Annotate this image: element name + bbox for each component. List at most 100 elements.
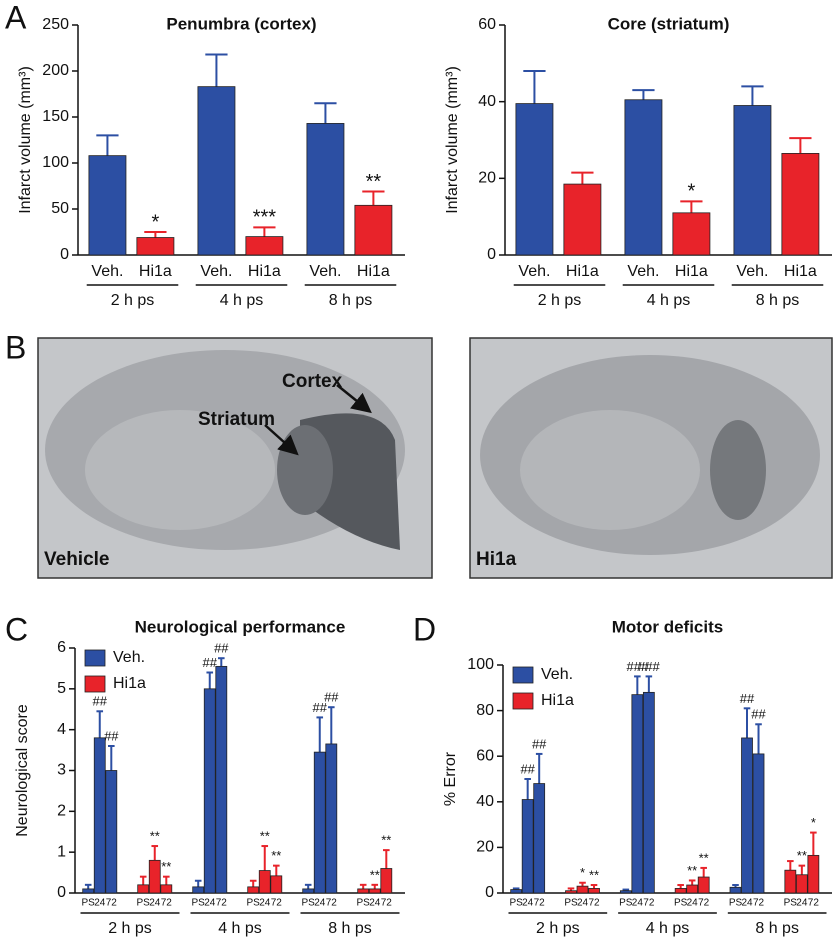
bar [306, 123, 345, 256]
significance: ** [699, 850, 709, 865]
group-label: 4 h ps [218, 920, 262, 937]
bar [515, 103, 554, 256]
y-tick-label: 4 [57, 721, 66, 738]
bar [88, 155, 127, 256]
x-tick-label: Hi1a [784, 263, 817, 280]
x-tick-label: 72 [534, 898, 546, 909]
bar [197, 86, 236, 256]
bar [588, 888, 600, 894]
x-tick-label: 24 [149, 898, 161, 909]
x-tick-label: Veh. [200, 263, 232, 280]
y-tick-label: 2 [57, 803, 66, 820]
bar [148, 859, 161, 894]
x-tick-label: 72 [271, 898, 283, 909]
x-tick-label: 72 [381, 898, 393, 909]
bar [302, 888, 315, 894]
y-tick-label: 250 [42, 16, 69, 33]
bar [380, 868, 393, 894]
x-tick-label: 72 [698, 898, 710, 909]
significance: * [811, 815, 816, 830]
x-tick-label: PS [302, 898, 316, 909]
panel-letter: B [5, 329, 26, 365]
micrograph-vehicle: Cortex Striatum Vehicle [37, 337, 433, 579]
bar [624, 99, 663, 256]
x-tick-label: 72 [161, 898, 173, 909]
x-tick-label: 24 [314, 898, 326, 909]
x-tick-label: 24 [632, 898, 644, 909]
bar [521, 799, 534, 894]
group-label: 2 h ps [536, 920, 580, 937]
group-label: 2 h ps [111, 292, 155, 309]
y-tick-label: 100 [42, 154, 69, 171]
x-tick-label: Veh. [91, 263, 123, 280]
y-tick-label: 60 [478, 16, 496, 33]
x-tick-label: Hi1a [566, 263, 599, 280]
significance: ### [626, 659, 648, 674]
bar [136, 237, 175, 256]
x-tick-label: Veh. [309, 263, 341, 280]
x-tick-label: PS [784, 898, 798, 909]
y-tick-label: 0 [487, 246, 496, 263]
significance: ** [271, 848, 281, 863]
x-tick-label: PS [247, 898, 261, 909]
bar [137, 884, 150, 894]
x-tick-label: 24 [204, 898, 216, 909]
bar [674, 888, 687, 894]
significance: ** [161, 859, 171, 874]
x-tick-label: Hi1a [139, 263, 172, 280]
x-tick-label: PS [674, 898, 688, 909]
significance: ** [687, 863, 697, 878]
bar [697, 876, 710, 894]
significance: ** [589, 867, 599, 882]
y-axis-label: % Error [442, 751, 459, 806]
y-tick-label: 40 [478, 93, 496, 110]
micrograph-hi1a: Hi1a [469, 337, 833, 579]
significance: ### [638, 659, 660, 674]
annotation: Striatum [198, 409, 275, 430]
chart-title: Motor deficits [612, 617, 723, 636]
x-tick-label: 24 [796, 898, 808, 909]
significance: ## [104, 728, 119, 743]
y-tick-label: 60 [476, 747, 494, 764]
significance: ## [520, 761, 535, 776]
x-tick-label: PS [137, 898, 151, 909]
bar [631, 694, 644, 894]
y-tick-label: 5 [57, 680, 66, 697]
bar [784, 869, 797, 894]
chart-title: Core (striatum) [608, 14, 730, 33]
bar [576, 885, 589, 894]
group-label: 2 h ps [108, 920, 152, 937]
caption: Vehicle [44, 549, 110, 570]
group-label: 4 h ps [647, 292, 691, 309]
bar [642, 691, 655, 894]
y-tick-label: 6 [57, 639, 66, 656]
legend-swatch [84, 675, 106, 693]
y-axis-label: Infarct volume (mm³) [444, 66, 461, 214]
group-label: 8 h ps [756, 292, 800, 309]
x-tick-label: PS [509, 898, 523, 909]
y-tick-label: 80 [476, 702, 494, 719]
significance: ## [740, 691, 755, 706]
bar [247, 886, 260, 894]
bar [729, 886, 742, 894]
bar [93, 737, 106, 894]
bar [192, 886, 205, 894]
legend-swatch [512, 666, 534, 684]
significance: ## [313, 700, 328, 715]
significance: ** [381, 833, 391, 848]
bar [215, 665, 228, 894]
significance: ## [532, 736, 547, 751]
x-tick-label: 72 [106, 898, 118, 909]
y-tick-label: 50 [51, 200, 69, 217]
x-tick-label: PS [729, 898, 743, 909]
panel-letter: D [413, 611, 436, 647]
x-tick-label: Veh. [736, 263, 768, 280]
bar [203, 688, 216, 894]
significance: ** [150, 828, 160, 843]
significance: ## [214, 641, 229, 656]
significance: ## [751, 707, 766, 722]
y-tick-label: 0 [485, 884, 494, 901]
bar [354, 204, 393, 256]
x-tick-label: Veh. [518, 263, 550, 280]
x-tick-label: 24 [522, 898, 534, 909]
